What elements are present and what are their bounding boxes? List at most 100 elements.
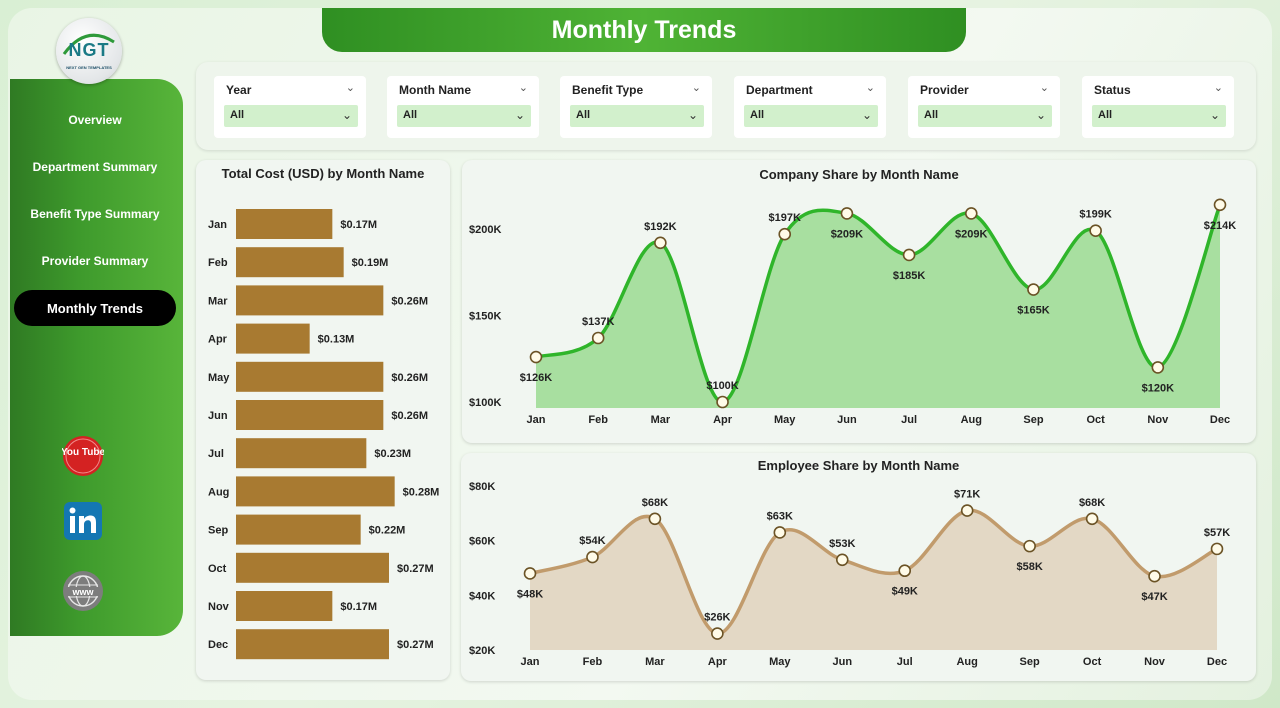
chevron-down-icon: ⌄: [861, 108, 872, 122]
x-tick-label: Jan: [521, 656, 540, 668]
chevron-down-icon: ⌄: [341, 108, 352, 122]
chevron-down-icon[interactable]: ⌄: [1213, 82, 1223, 94]
x-tick-label: Sep: [1020, 656, 1040, 668]
sidebar: Overview Department Summary Benefit Type…: [10, 79, 183, 636]
x-tick-label: Dec: [1210, 414, 1230, 426]
x-tick-label: Aug: [961, 414, 982, 426]
x-tick-label: Sep: [1023, 414, 1043, 426]
nav-provider-summary[interactable]: Provider Summary: [41, 254, 149, 268]
company-share-area-chart: $100K $150K $200K Jan Feb Mar Apr May Jun Jul Aug S…: [469, 198, 1236, 426]
bar-data-label: $0.23M: [374, 448, 411, 460]
nav-department-summary[interactable]: Department Summary: [32, 160, 158, 174]
filter-value: All: [230, 109, 245, 121]
nav-monthly-trends-label: Monthly Trends: [46, 300, 144, 316]
department-select[interactable]: All ⌄: [744, 105, 878, 127]
y-tick-label: $100K: [469, 397, 501, 409]
data-label: $68K: [642, 497, 668, 509]
bar: [236, 591, 333, 621]
x-tick-label: Jul: [897, 656, 913, 668]
chevron-down-icon[interactable]: ⌄: [345, 82, 355, 94]
chevron-down-icon[interactable]: ⌄: [1039, 82, 1049, 94]
bar: [236, 476, 395, 507]
bar-category-label: Jan: [208, 219, 227, 231]
data-label: $68K: [1079, 497, 1105, 509]
bar-category-label: Mar: [208, 295, 228, 307]
x-tick-label: Nov: [1147, 414, 1169, 426]
x-tick-label: Oct: [1083, 656, 1102, 668]
chevron-down-icon: ⌄: [1035, 108, 1046, 122]
web-label: www: [71, 587, 94, 597]
nav-benefit-type-summary[interactable]: Benefit Type Summary: [30, 207, 160, 221]
data-point: [835, 553, 849, 567]
globe-icon[interactable]: www: [62, 570, 104, 612]
data-point: [902, 248, 916, 262]
data-point: [523, 567, 537, 580]
chart-title: Company Share by Month Name: [759, 167, 959, 182]
chevron-down-icon[interactable]: ⌄: [518, 82, 528, 94]
y-tick-label: $40K: [469, 590, 495, 602]
filter-value: All: [403, 109, 418, 121]
chevron-down-icon: ⌄: [687, 108, 698, 122]
bar-category-label: Apr: [208, 334, 228, 346]
data-label: $54K: [579, 535, 605, 547]
data-label: $100K: [706, 380, 738, 392]
data-point: [773, 526, 787, 539]
data-point: [960, 504, 974, 517]
data-point: [591, 331, 605, 345]
x-tick-label: May: [769, 656, 791, 668]
bar-category-label: Sep: [208, 525, 228, 537]
benefit-type-select[interactable]: All ⌄: [570, 105, 704, 127]
nav-monthly-trends[interactable]: Monthly Trends: [14, 290, 176, 326]
data-label: $71K: [954, 489, 980, 501]
nav-overview[interactable]: Overview: [68, 113, 122, 127]
data-label: $26K: [704, 612, 730, 624]
data-point: [1213, 198, 1227, 212]
data-label: $137K: [582, 316, 614, 328]
data-label: $49K: [892, 586, 918, 598]
bar-data-label: $0.17M: [340, 219, 377, 231]
x-tick-label: Mar: [651, 414, 671, 426]
y-tick-label: $60K: [469, 536, 495, 548]
filter-label: Status: [1094, 83, 1131, 97]
bar-category-label: Jul: [208, 448, 224, 460]
total-cost-card: Total Cost (USD) by Month Name Jan $0.17M…: [196, 160, 450, 680]
area-fill: [530, 510, 1217, 650]
chevron-down-icon: ⌄: [514, 108, 525, 122]
logo-text: NGT: [68, 40, 110, 60]
filter-value: All: [576, 109, 591, 121]
youtube-icon[interactable]: You Tube: [61, 435, 105, 477]
filter-benefit-type: Benefit Type ⌄ All ⌄: [560, 76, 712, 138]
month-name-select[interactable]: All ⌄: [397, 105, 531, 127]
bar-data-label: $0.19M: [352, 257, 389, 269]
x-tick-label: Apr: [708, 656, 728, 668]
provider-select[interactable]: All ⌄: [918, 105, 1052, 127]
bar-category-label: Dec: [208, 639, 228, 651]
bar: [236, 323, 310, 354]
x-tick-label: Jul: [901, 414, 917, 426]
data-label: $209K: [955, 228, 987, 240]
chevron-down-icon[interactable]: ⌄: [865, 82, 875, 94]
x-tick-label: Dec: [1207, 656, 1227, 668]
employee-share-card: Employee Share by Month Name $20K $40K $60…: [461, 453, 1256, 681]
x-tick-label: Apr: [713, 414, 733, 426]
status-select[interactable]: All ⌄: [1092, 105, 1226, 127]
bar-data-label: $0.17M: [340, 601, 377, 613]
x-tick-label: Feb: [588, 414, 608, 426]
year-select[interactable]: All ⌄: [224, 105, 358, 127]
total-cost-bar-chart: Jan $0.17M Feb $0.19M Mar $0.26M Apr $0.13M May $…: [208, 209, 439, 660]
filter-status: Status ⌄ All ⌄: [1082, 76, 1234, 138]
youtube-label: You Tube: [62, 447, 104, 458]
bar: [236, 400, 384, 430]
bar-category-label: Jun: [208, 410, 228, 422]
data-point: [778, 227, 792, 241]
linkedin-icon[interactable]: [62, 500, 104, 542]
data-label: $185K: [893, 270, 925, 282]
x-tick-label: Feb: [583, 656, 603, 668]
data-point: [1085, 512, 1099, 526]
bar-data-label: $0.27M: [397, 639, 434, 651]
data-point: [898, 564, 912, 578]
x-tick-label: Aug: [956, 656, 977, 668]
filter-bar: Year ⌄ All ⌄ Month Name ⌄ All ⌄ Benefit …: [196, 62, 1256, 150]
data-point: [964, 207, 978, 220]
chevron-down-icon[interactable]: ⌄: [691, 82, 701, 94]
